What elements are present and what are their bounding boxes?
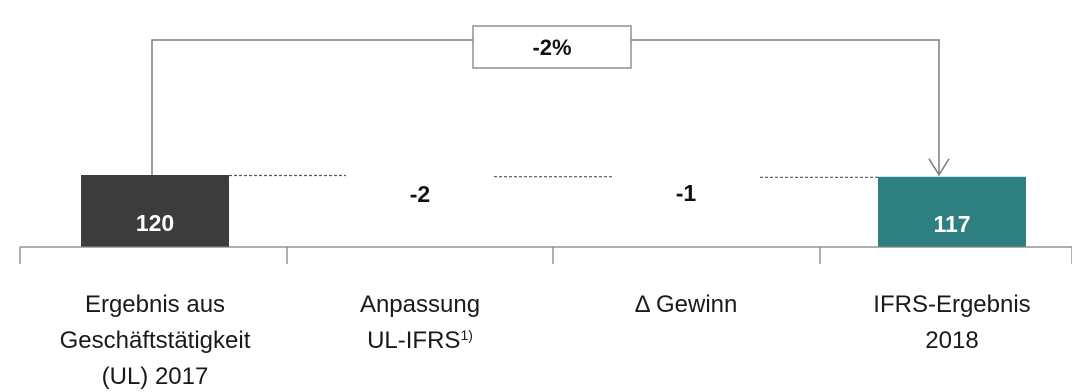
change-badge bbox=[472, 25, 632, 69]
bar-value-label-4: 117 bbox=[933, 211, 970, 237]
bar-4 bbox=[878, 176, 1026, 247]
category-labels: Ergebnis aus Geschäftstätigkeit (UL) 2017 A… bbox=[60, 291, 1031, 390]
connectors bbox=[229, 174, 878, 178]
category-label-1: Ergebnis aus Geschäftstätigkeit (UL) 2017 bbox=[60, 291, 251, 390]
change-badge-label: -2% bbox=[532, 35, 571, 60]
category-label-3: Δ Gewinn bbox=[635, 291, 738, 318]
bars: 120 -2 -1 117 bbox=[81, 175, 1026, 247]
change-arrow-head bbox=[928, 158, 950, 177]
category-label-2: Anpassung UL-IFRS1) bbox=[360, 291, 480, 354]
bar-value-label-1: 120 bbox=[136, 210, 174, 236]
bar-1 bbox=[81, 175, 229, 247]
category-label-4: IFRS-Ergebnis 2018 bbox=[873, 291, 1030, 354]
bar-3 bbox=[612, 176, 760, 178]
bar-2 bbox=[346, 175, 494, 177]
change-bracket: -2% bbox=[151, 25, 950, 177]
bar-value-label-2: -2 bbox=[410, 181, 430, 207]
bar-value-label-3: -1 bbox=[676, 180, 697, 206]
category-axis bbox=[19, 246, 1072, 264]
